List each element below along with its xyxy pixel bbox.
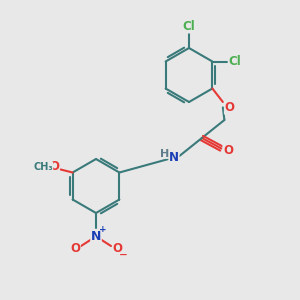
Text: O: O bbox=[112, 242, 123, 256]
Text: H: H bbox=[160, 148, 169, 159]
Text: N: N bbox=[169, 151, 179, 164]
Text: O: O bbox=[49, 160, 59, 173]
Text: −: − bbox=[119, 249, 128, 260]
Text: Cl: Cl bbox=[229, 55, 241, 68]
Text: CH₃: CH₃ bbox=[33, 162, 53, 172]
Text: O: O bbox=[223, 144, 233, 158]
Text: +: + bbox=[99, 225, 106, 234]
Text: O: O bbox=[70, 242, 81, 256]
Text: O: O bbox=[224, 101, 235, 114]
Text: N: N bbox=[91, 230, 101, 243]
Text: Cl: Cl bbox=[183, 20, 195, 33]
